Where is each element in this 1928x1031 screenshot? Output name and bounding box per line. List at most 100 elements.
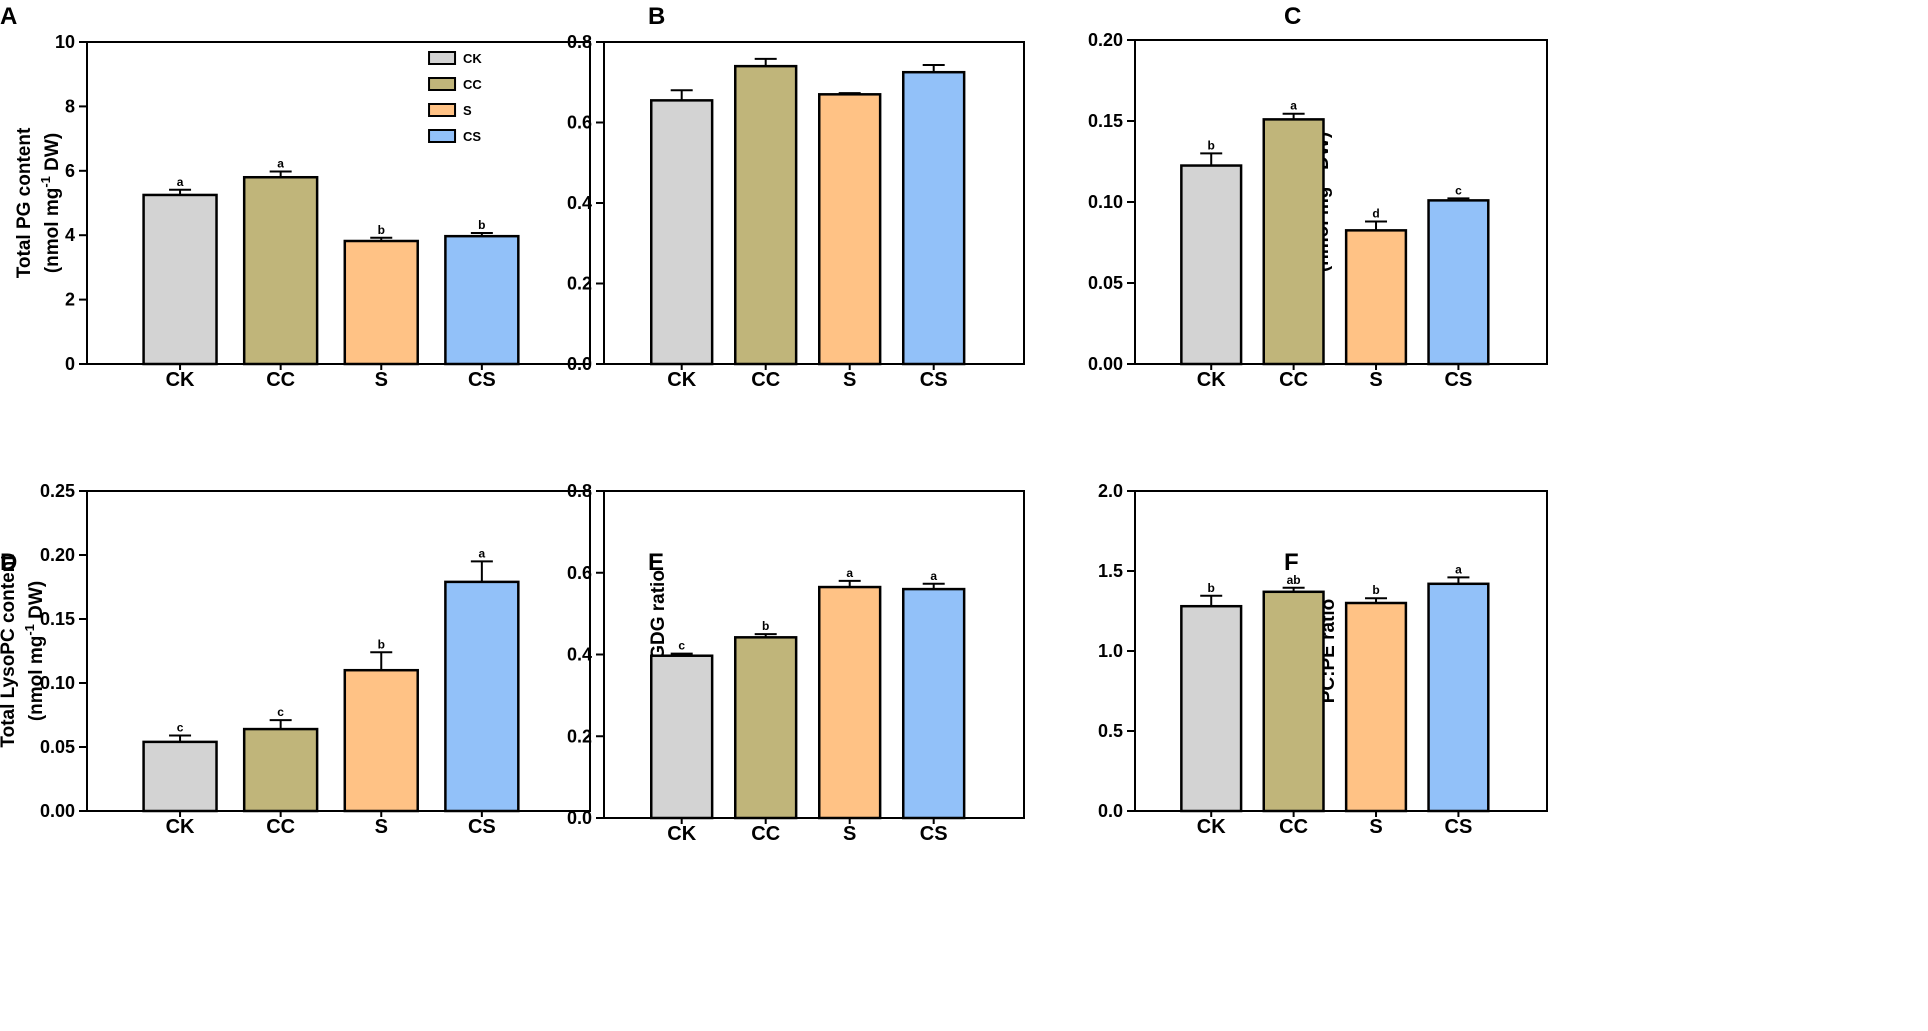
y-axis-units-sup: -1 [38,176,53,188]
y-tick-label: 4 [65,225,75,245]
x-tick-label: CK [667,823,696,845]
x-tick-label: CK [1197,816,1226,838]
significance-letter: c [678,639,685,653]
x-tick-label: CC [1279,369,1308,391]
y-axis-units-post: DW) [26,581,47,624]
bar-cc [1262,118,1325,366]
bar-ck [650,99,714,366]
panel-b: B0.00.20.40.60.8Total PI content(nmol mg… [567,3,1025,391]
legend-swatch-cc [428,77,457,91]
bar-ck [142,193,218,366]
y-axis-label-units: (nmol mg-1 DW) [38,133,63,273]
plot-frame [86,490,591,812]
bar-s [818,585,882,820]
bar-cs [444,580,520,813]
y-tick-label: 0.10 [40,673,75,693]
significance-letter: a [277,156,284,170]
y-tick-label: 0.8 [567,32,592,52]
x-tick-label: CS [468,816,496,838]
x-tick-label: CS [1445,816,1473,838]
panel-letter: C [1284,3,1301,30]
bar-ck [650,654,714,820]
y-axis-units-pre: (nmol mg [26,636,47,722]
significance-letter: c [277,705,284,719]
x-tick-label: CC [266,816,295,838]
bar-cs [1427,582,1490,813]
y-tick-label: 0.6 [567,563,592,583]
x-tick-label: CK [667,369,696,391]
y-tick-label: 0.8 [567,481,592,501]
y-tick-label: 0.05 [1088,273,1123,293]
y-tick-label: 0.0 [567,354,592,374]
x-tick-label: CS [468,369,496,391]
x-tick-label: S [375,816,388,838]
bar-s [818,93,882,366]
bar-ck [1180,604,1243,813]
bar-ck [142,740,218,813]
y-tick-label: 0.20 [1088,30,1123,50]
bar-cs [444,234,520,366]
significance-letter: d [1372,206,1379,220]
x-tick-label: S [1369,816,1382,838]
bar-s [1344,601,1408,813]
significance-letter: a [1290,99,1297,113]
significance-letter: a [479,546,486,560]
y-tick-label: 0.4 [567,193,592,213]
y-axis-units-pre: (nmol mg [42,188,63,274]
x-tick-label: CC [266,369,295,391]
legend-label: CC [463,77,482,92]
panel-letter: B [648,3,665,30]
y-tick-label: 0.5 [1098,721,1123,741]
y-tick-label: 0.15 [1088,111,1123,131]
plot-frame [86,41,591,365]
panel-e: E0.00.20.40.60.8DGDG:MGDG ratiocCKbCCaSa… [567,481,1025,845]
panel-c: C0.000.050.100.150.20Total PS content(nm… [1088,3,1548,391]
bar-cc [242,175,319,366]
bar-cc [1262,590,1325,813]
bar-s [1344,229,1408,366]
x-tick-label: CK [166,369,195,391]
y-tick-label: 0.2 [567,726,592,746]
significance-letter: b [762,619,769,633]
y-tick-label: 0.6 [567,113,592,133]
legend-swatch-s [428,103,457,117]
significance-letter: a [1455,562,1462,576]
bar-cs [902,70,966,366]
x-tick-label: CC [1279,816,1308,838]
x-tick-label: CS [920,369,948,391]
panel-letter: E [648,549,664,576]
x-tick-label: S [375,369,388,391]
legend-swatch-ck [428,51,457,65]
panel-letter: F [1284,549,1299,576]
y-axis-label: Total PG content [14,127,35,278]
y-tick-label: 0.05 [40,737,75,757]
legend-label: S [463,103,472,118]
x-tick-label: CC [751,369,780,391]
x-tick-label: CS [1445,369,1473,391]
y-tick-label: 0.10 [1088,192,1123,212]
y-tick-label: 0.0 [1098,801,1123,821]
x-tick-label: S [843,823,856,845]
bar-cs [1427,199,1490,366]
bar-s [343,239,419,366]
significance-letter: b [1372,583,1379,597]
y-tick-label: 10 [55,32,75,52]
bar-cc [242,727,319,813]
y-tick-label: 0.20 [40,545,75,565]
x-tick-label: CK [166,816,195,838]
legend-label: CK [463,51,482,66]
significance-letter: a [846,566,853,580]
x-tick-label: S [843,369,856,391]
bar-cc [734,636,798,820]
y-tick-label: 0.2 [567,274,592,294]
y-tick-label: 0.0 [567,808,592,828]
significance-letter: c [177,720,184,734]
significance-letter: a [177,175,184,189]
y-tick-label: 2.0 [1098,481,1123,501]
y-axis-units-sup: -1 [22,624,37,636]
legend-swatch-cs [428,129,457,143]
